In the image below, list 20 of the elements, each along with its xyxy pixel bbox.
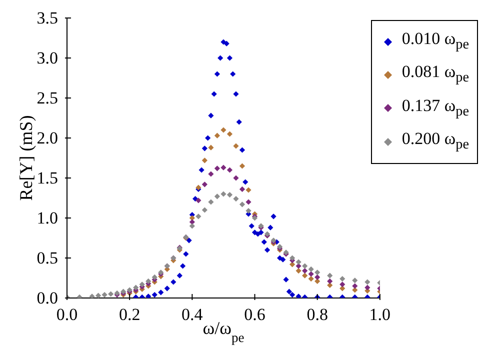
x-axis-title: ω/ω$_{pe}$ [202,318,244,344]
legend-label: 0.200 ω$_{pe}$ [402,128,469,155]
y-tick-label: 2.0 [36,128,58,148]
y-tick-label: 1.0 [36,208,58,228]
legend-label: 0.137 ω$_{pe}$ [402,94,469,122]
x-tick-label: 0.0 [56,305,78,324]
y-tick-label: 1.5 [36,168,58,188]
legend-label: 0.010 ω$_{pe}$ [402,28,469,54]
y-tick-label: 3.0 [36,48,58,68]
legend-label: 0.081 ω$_{pe}$ [402,61,469,88]
x-tick-label: 0.6 [244,305,266,324]
y-tick-label: 3.5 [36,8,58,28]
y-tick-label: 0.0 [36,288,58,308]
x-tick-label: 1.0 [369,305,391,324]
y-tick-label: 2.5 [36,88,58,108]
y-tick-label: 0.5 [36,248,58,268]
x-tick-label: 0.4 [182,305,204,324]
y-axis-title: Re[Y] (mS) [16,115,36,201]
x-tick-label: 0.2 [118,305,140,324]
x-tick-label: 0.8 [306,305,328,324]
